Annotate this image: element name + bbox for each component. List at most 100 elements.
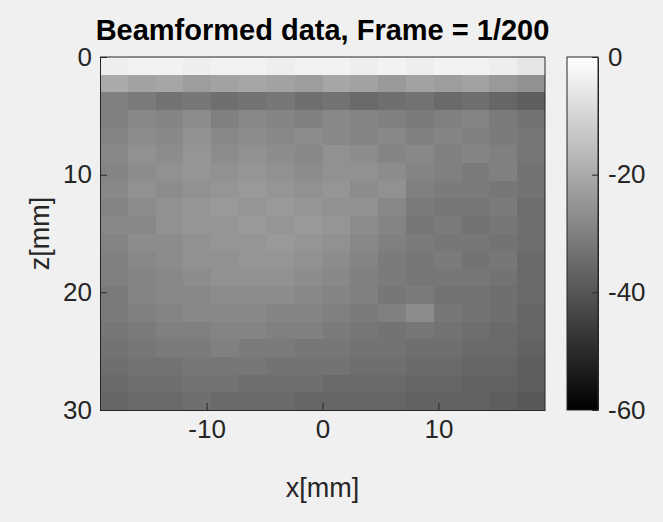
- heatmap-cell: [462, 375, 490, 393]
- heatmap-cell: [517, 234, 545, 252]
- heatmap-cell: [406, 269, 434, 287]
- heatmap-cell: [378, 92, 406, 110]
- x-axis-tick: 0: [316, 403, 330, 444]
- heatmap-cell: [350, 357, 378, 375]
- heatmap-cell: [462, 163, 490, 181]
- colorbar-axis: 0-20-40-60: [592, 42, 646, 425]
- y-axis-tick-mark: [100, 292, 107, 293]
- heatmap-cell: [239, 339, 267, 357]
- heatmap-cell: [267, 216, 295, 234]
- heatmap-cell: [434, 128, 462, 146]
- heatmap-cell: [462, 110, 490, 128]
- heatmap-cell: [267, 392, 295, 410]
- heatmap-cell: [350, 110, 378, 128]
- heatmap-cell: [211, 339, 239, 357]
- heatmap-cell: [323, 251, 351, 269]
- heatmap-cell: [378, 216, 406, 234]
- heatmap-cell: [239, 322, 267, 340]
- heatmap-cell: [517, 304, 545, 322]
- heatmap-cell: [211, 392, 239, 410]
- heatmap-cell: [350, 198, 378, 216]
- heatmap-cell: [128, 322, 156, 340]
- heatmap-cell: [323, 57, 351, 75]
- heatmap-cell: [434, 322, 462, 340]
- heatmap-cell: [489, 145, 517, 163]
- colorbar-axis-tick-label: -40: [608, 277, 646, 307]
- y-axis-title: z[mm]: [25, 197, 55, 271]
- heatmap-cell: [128, 357, 156, 375]
- colorbar-axis-tick: -60: [592, 395, 646, 425]
- heatmap-cell: [128, 110, 156, 128]
- heatmap-cell: [183, 304, 211, 322]
- heatmap-cell: [295, 392, 323, 410]
- heatmap-cell: [183, 75, 211, 93]
- heatmap-cell: [489, 375, 517, 393]
- heatmap-cell: [267, 234, 295, 252]
- heatmap-cell: [183, 181, 211, 199]
- heatmap-cell: [267, 304, 295, 322]
- x-axis-tick: -10: [188, 403, 226, 444]
- heatmap-cell: [156, 216, 184, 234]
- heatmap-cell: [267, 357, 295, 375]
- heatmap-cell: [350, 92, 378, 110]
- heatmap-cell: [128, 128, 156, 146]
- heatmap-cell: [323, 339, 351, 357]
- heatmap-cell: [100, 198, 128, 216]
- heatmap-cell: [100, 57, 128, 75]
- heatmap-cell: [128, 269, 156, 287]
- heatmap-cell: [406, 375, 434, 393]
- heatmap-cell: [128, 375, 156, 393]
- heatmap-cell: [239, 392, 267, 410]
- heatmap-cell: [239, 110, 267, 128]
- heatmap-cell: [211, 75, 239, 93]
- heatmap-cell: [378, 375, 406, 393]
- heatmap-cell: [406, 163, 434, 181]
- heatmap-cell: [462, 357, 490, 375]
- y-axis-tick-label: 10: [63, 159, 92, 189]
- y-axis-tick-label: 30: [63, 395, 92, 425]
- heatmap-cell: [434, 357, 462, 375]
- heatmap-cell: [295, 286, 323, 304]
- heatmap-cell: [211, 110, 239, 128]
- heatmap-cell: [100, 322, 128, 340]
- heatmap-cell: [323, 216, 351, 234]
- heatmap-cell: [378, 110, 406, 128]
- heatmap-cell: [128, 145, 156, 163]
- heatmap-cell: [489, 286, 517, 304]
- heatmap-cell: [128, 163, 156, 181]
- colorbar-axis-tick: -40: [592, 277, 646, 307]
- heatmap-cell: [323, 110, 351, 128]
- heatmap-cell: [434, 145, 462, 163]
- heatmap-cell: [323, 145, 351, 163]
- heatmap-cell: [295, 304, 323, 322]
- heatmap-cell: [183, 286, 211, 304]
- frame-top: [100, 57, 545, 58]
- heatmap-cell: [350, 269, 378, 287]
- heatmap-cell: [267, 75, 295, 93]
- heatmap-cell: [100, 163, 128, 181]
- heatmap-cell: [239, 145, 267, 163]
- heatmap-cell: [239, 128, 267, 146]
- heatmap-cell: [462, 251, 490, 269]
- heatmap-cell: [378, 269, 406, 287]
- heatmap-cell: [323, 269, 351, 287]
- heatmap-cell: [378, 286, 406, 304]
- heatmap-cell: [156, 269, 184, 287]
- heatmap-cell: [183, 339, 211, 357]
- heatmap-cell: [434, 286, 462, 304]
- heatmap-cell: [211, 92, 239, 110]
- heatmap-cell: [267, 110, 295, 128]
- heatmap-cell: [323, 128, 351, 146]
- heatmap-cell: [462, 234, 490, 252]
- x-axis-line: [101, 410, 546, 411]
- colorbar-axis-tick-label: 0: [608, 42, 622, 72]
- heatmap-cell: [323, 322, 351, 340]
- heatmap-cell: [406, 198, 434, 216]
- heatmap-cell: [156, 286, 184, 304]
- heatmap-cell: [295, 357, 323, 375]
- heatmap-cell: [156, 145, 184, 163]
- x-axis-tick-mark: [207, 403, 208, 410]
- heatmap-cell: [295, 339, 323, 357]
- heatmap-cell: [517, 392, 545, 410]
- heatmap-cell: [239, 92, 267, 110]
